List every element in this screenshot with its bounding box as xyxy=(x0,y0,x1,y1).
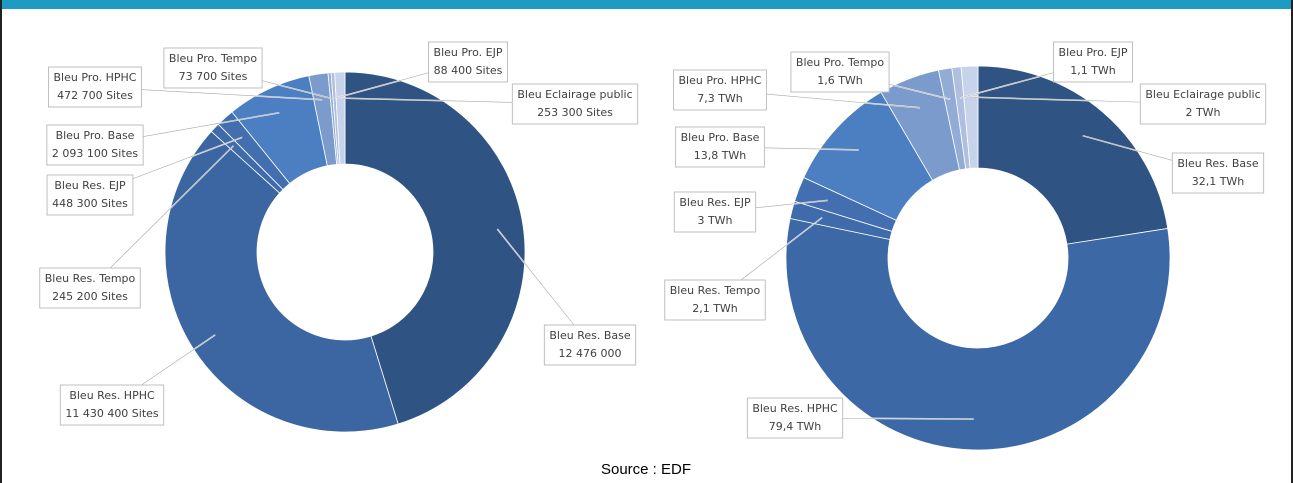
slice-label: Bleu Eclairage public xyxy=(517,88,632,101)
donut-slice xyxy=(344,71,526,425)
slice-label: Bleu Pro. HPHC xyxy=(54,71,137,84)
label-box xyxy=(673,69,767,111)
label-box xyxy=(1171,152,1265,194)
slice-value-label: 13,8 TWh xyxy=(694,149,747,162)
slice-value-label: 448 300 Sites xyxy=(52,197,128,210)
label-box xyxy=(746,397,844,439)
label-box xyxy=(59,384,165,426)
label-box xyxy=(673,191,757,233)
slice-value-label: 253 300 Sites xyxy=(537,106,613,119)
slice-value-label: 245 200 Sites xyxy=(52,290,128,303)
slice-label: Bleu Pro. HPHC xyxy=(679,74,762,87)
label-box xyxy=(428,41,508,83)
label-box xyxy=(163,47,263,89)
slice-value-label: 2,1 TWh xyxy=(692,302,738,315)
slice-label: Bleu Pro. Tempo xyxy=(796,56,884,69)
label-box xyxy=(46,174,134,216)
source: Source : EDF xyxy=(601,461,691,478)
slice-label: Bleu Pro. Base xyxy=(681,131,760,144)
slice-label: Bleu Res. Base xyxy=(549,329,630,342)
slice-label: Bleu Pro. Tempo xyxy=(169,52,257,65)
slice-label: Bleu Res. Base xyxy=(1177,157,1258,170)
slice-value-label: 2 093 100 Sites xyxy=(52,147,139,160)
slice-value-label: 1,6 TWh xyxy=(817,74,863,87)
slice-label: Bleu Pro. EJP xyxy=(434,46,503,59)
slice-value-label: 2 TWh xyxy=(1185,106,1220,119)
slice-label: Bleu Eclairage public xyxy=(1145,88,1260,101)
slice-label: Bleu Pro. Base xyxy=(56,129,135,142)
donut-slice xyxy=(164,130,399,433)
slice-value-label: 1,1 TWh xyxy=(1070,64,1116,77)
slice-label: Bleu Res. Tempo xyxy=(45,272,136,285)
slice-value-label: 7,3 TWh xyxy=(697,92,743,105)
label-box xyxy=(46,124,144,166)
label-box xyxy=(543,324,637,366)
slice-label: Bleu Res. EJP xyxy=(679,196,751,209)
label-box xyxy=(675,126,765,168)
slice-value-label: 73 700 Sites xyxy=(179,70,248,83)
slice-value-label: 88 400 Sites xyxy=(434,64,503,77)
slice-value-label: 11 430 400 Sites xyxy=(65,407,159,420)
header-bar xyxy=(0,0,1293,9)
label-box xyxy=(1053,41,1133,83)
slice-label: Bleu Res. HPHC xyxy=(752,402,838,415)
label-box xyxy=(511,83,639,125)
label-box xyxy=(790,51,890,93)
slice-value-label: 12 476 000 xyxy=(559,347,622,360)
donut-slice xyxy=(785,217,1171,451)
slice-value-label: 472 700 Sites xyxy=(57,89,133,102)
donut-slice xyxy=(334,71,346,165)
label-box xyxy=(664,279,766,321)
label-box xyxy=(48,66,142,108)
donut-slice xyxy=(960,65,979,169)
slice-value-label: 79,4 TWh xyxy=(769,420,822,433)
leader-line xyxy=(89,145,234,289)
label-box xyxy=(39,267,141,309)
slice-label: Bleu Res. Tempo xyxy=(670,284,761,297)
slice-label: Bleu Res. EJP xyxy=(54,179,126,192)
label-box xyxy=(1139,83,1267,125)
slice-value-label: 32,1 TWh xyxy=(1192,175,1245,188)
donut-slice xyxy=(977,65,1169,245)
slice-label: Bleu Pro. EJP xyxy=(1059,46,1128,59)
slice-value-label: 3 TWh xyxy=(697,214,732,227)
slice-label: Bleu Res. HPHC xyxy=(69,389,155,402)
